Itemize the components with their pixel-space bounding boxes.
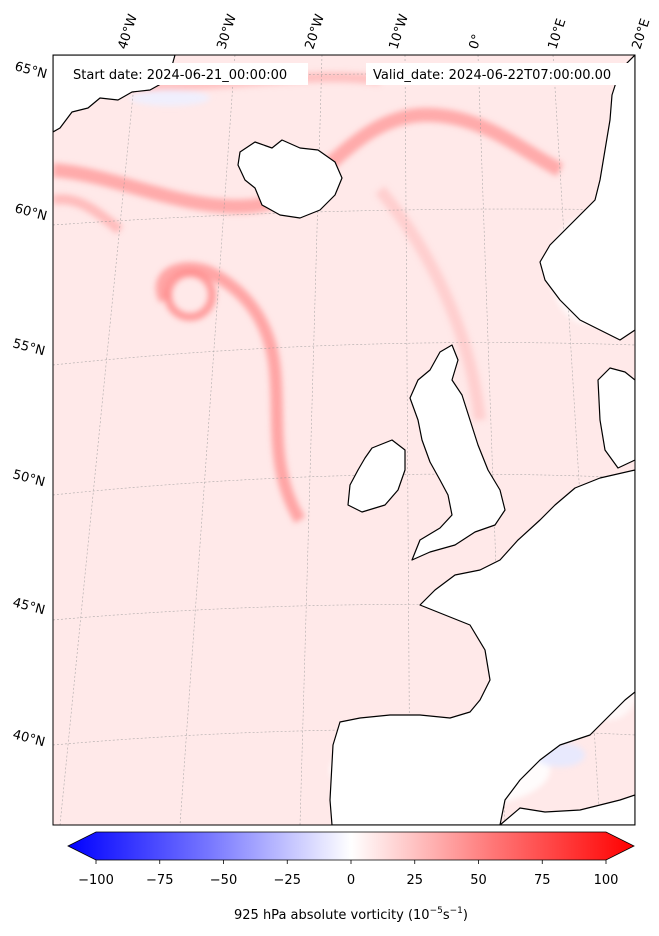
- cb-label-25: 25: [406, 873, 423, 888]
- greenland-blue-patch: [130, 90, 210, 106]
- latitude-labels: 65°N 60°N 55°N 50°N 45°N 40°N: [11, 59, 49, 750]
- lon-label-20w: 20°W: [303, 12, 328, 51]
- lon-label-30w: 30°W: [215, 12, 240, 51]
- colorbar-title-exp1: −5: [430, 906, 443, 916]
- cb-label-m25: −25: [274, 873, 301, 888]
- cb-label-50: 50: [470, 873, 487, 888]
- atlantic-cyclone-swirl: [155, 262, 306, 524]
- parallel-50n: [53, 473, 635, 496]
- meridian-0: [477, 55, 506, 825]
- lat-label-45n: 45°N: [11, 595, 47, 618]
- lon-label-40w: 40°W: [116, 12, 141, 51]
- lat-label-55n: 55°N: [11, 336, 47, 359]
- lon-label-20e: 20°E: [630, 17, 654, 51]
- colorbar: −100 −75 −50 −25 0 25 50 75 100 925 hPa …: [67, 831, 635, 923]
- valid-date-text: Valid_date: 2024-06-22T07:00:00.00: [373, 68, 611, 83]
- colorbar-ticks: [95, 860, 607, 864]
- lat-label-60n: 60°N: [13, 201, 49, 224]
- lat-label-65n: 65°N: [13, 59, 49, 82]
- lat-label-40n: 40°N: [11, 727, 47, 750]
- colorbar-title-suffix: ): [463, 908, 468, 923]
- colorbar-title-prefix: 925 hPa absolute vorticity (10: [234, 908, 430, 923]
- west-band-1: [53, 194, 124, 234]
- lon-label-10w: 10°W: [387, 12, 412, 51]
- meridian-20e: [634, 55, 635, 60]
- parallel-55n: [53, 342, 635, 366]
- coastlines: [53, 55, 635, 825]
- cb-label-m50: −50: [210, 873, 237, 888]
- cb-label-m100: −100: [78, 873, 114, 888]
- cb-label-0: 0: [347, 873, 355, 888]
- denmark: [597, 367, 635, 469]
- scandinavia: [539, 55, 635, 341]
- cb-label-100: 100: [594, 873, 619, 888]
- lat-label-50n: 50°N: [11, 467, 47, 490]
- north-africa: [499, 794, 635, 825]
- map-panel: Start date: 2024-06-21_00:00:00 Valid_da…: [53, 55, 635, 825]
- meridian-30w: [179, 55, 236, 825]
- header: Start date: 2024-06-21_00:00:00 Valid_da…: [64, 63, 632, 85]
- meridian-10e: [552, 55, 601, 825]
- cb-label-75: 75: [534, 873, 551, 888]
- longitude-labels: 40°W 30°W 20°W 10°W 0° 10°E 20°E: [116, 12, 654, 51]
- meridian-40w: [59, 55, 138, 825]
- iceland: [237, 139, 343, 219]
- ireland: [347, 439, 406, 513]
- start-date-box: [64, 63, 308, 85]
- colorbar-title-mid: s: [443, 908, 450, 923]
- valid-date-box: [366, 63, 632, 85]
- cyclone-core: [164, 269, 216, 321]
- map-frame: [52, 54, 636, 826]
- meridian-10w: [404, 55, 411, 825]
- colorbar-title: 925 hPa absolute vorticity (10−5s−1): [234, 906, 468, 923]
- great-britain: [409, 344, 506, 561]
- band-southwest: [375, 186, 486, 421]
- lon-label-0: 0°: [467, 33, 486, 52]
- parallel-60n: [53, 208, 635, 226]
- colorbar-title-exp2: −1: [450, 906, 463, 916]
- cb-label-m75: −75: [146, 873, 173, 888]
- colorbar-tick-labels: −100 −75 −50 −25 0 25 50 75 100: [78, 873, 618, 888]
- start-date-text: Start date: 2024-06-21_00:00:00: [73, 68, 287, 83]
- colorbar-body: [67, 831, 635, 861]
- lon-label-10e: 10°E: [546, 17, 570, 51]
- continental-europe: [329, 469, 635, 825]
- gridlines: [53, 55, 635, 825]
